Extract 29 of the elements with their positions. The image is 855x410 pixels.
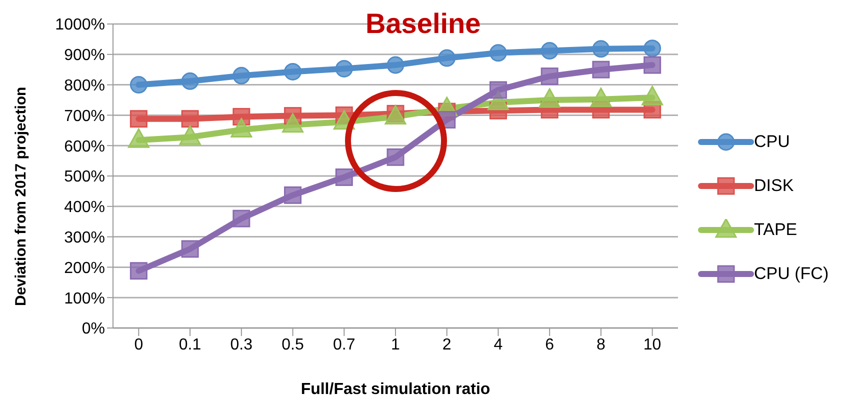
x-tick-label: 0.7 [333,336,356,354]
x-tick-label: 10 [643,336,662,354]
y-tick-label: 600% [64,138,105,156]
y-tick-label: 1000% [55,16,105,34]
x-tick-label: 4 [494,336,503,354]
x-tick-label: 6 [545,336,554,354]
x-tick-label: 0 [134,336,144,354]
y-tick-label: 200% [64,260,105,277]
x-tick-label: 0.1 [178,336,202,354]
x-tick-label: 0.3 [230,336,253,354]
legend-label: CPU [754,132,790,152]
legend-label: CPU (FC) [754,264,829,284]
x-tick-label: 8 [596,336,606,354]
y-tick-label: 400% [64,199,105,216]
y-tick-label: 500% [64,168,105,186]
legend-label: TAPE [754,220,798,240]
y-tick-label: 900% [64,47,105,64]
annotation: Baseline [366,8,481,40]
y-tick-label: 700% [64,108,105,125]
y-tick-label: 100% [64,290,105,308]
y-axis-title: Deviation from 2017 projection [12,86,30,306]
y-tick-label: 300% [64,229,105,246]
x-tick-label: 2 [442,336,452,354]
x-tick-label: 0.5 [282,336,304,354]
y-tick-label: 800% [64,77,105,94]
legend-label: DISK [754,176,794,196]
x-tick-label: 1 [391,336,400,354]
y-tick-label: 0% [82,320,105,338]
x-axis-title: Full/Fast simulation ratio [300,381,490,398]
